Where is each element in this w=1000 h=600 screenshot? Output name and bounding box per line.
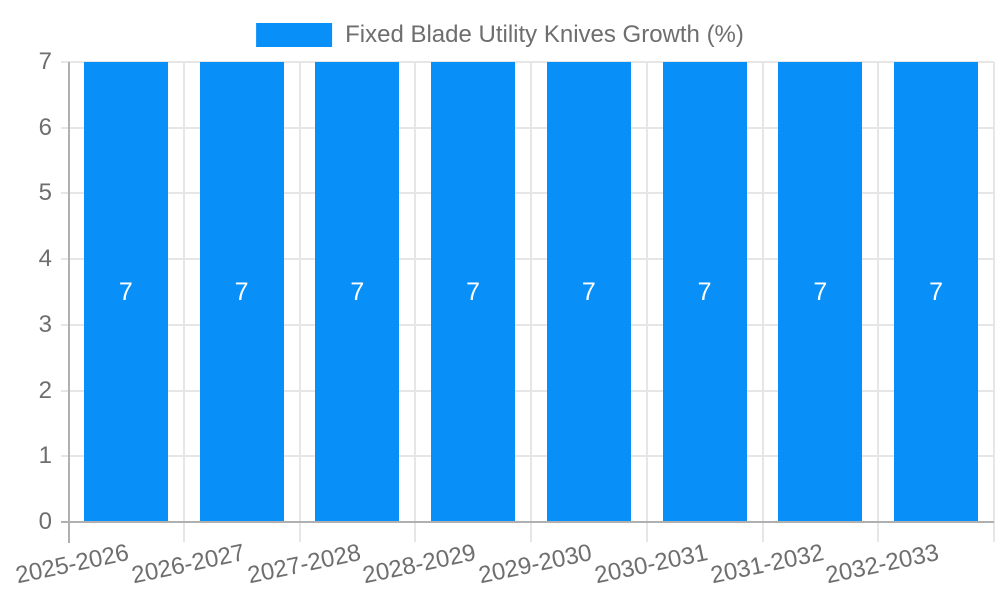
bar-2029-2030[interactable]: 7 bbox=[546, 62, 631, 522]
y-tick-label-3: 3 bbox=[38, 310, 52, 338]
x-tick-label-2030-2031: 2030-2031 bbox=[592, 539, 711, 590]
bar-value-label: 7 bbox=[234, 277, 249, 306]
gridline-x-1 bbox=[182, 62, 185, 542]
legend[interactable]: Fixed Blade Utility Knives Growth (%) bbox=[256, 21, 744, 49]
legend-label: Fixed Blade Utility Knives Growth (%) bbox=[345, 21, 744, 48]
gridline-y-4 bbox=[61, 258, 994, 261]
gridline-y-2 bbox=[61, 389, 994, 392]
x-tick-label-2029-2030: 2029-2030 bbox=[476, 539, 595, 590]
bar-2031-2032[interactable]: 7 bbox=[778, 62, 863, 522]
y-tick-label-2: 2 bbox=[38, 376, 52, 404]
y-axis-line bbox=[68, 62, 70, 543]
y-tick-label-0: 0 bbox=[38, 508, 52, 535]
bar-value-label: 7 bbox=[929, 277, 944, 306]
gridline-x-5 bbox=[645, 62, 648, 542]
y-tick-label-1: 1 bbox=[38, 442, 52, 470]
bar-value-label: 7 bbox=[350, 277, 365, 306]
bar-value-label: 7 bbox=[813, 277, 828, 306]
x-tick-label-2026-2027: 2026-2027 bbox=[129, 539, 248, 590]
gridline-x-4 bbox=[530, 62, 532, 542]
gridline-x-3 bbox=[414, 62, 417, 542]
gridline-y-6 bbox=[61, 126, 994, 129]
y-tick-label-7: 7 bbox=[38, 48, 52, 75]
bar-2028-2029[interactable]: 7 bbox=[431, 62, 516, 522]
x-tick-label-2028-2029: 2028-2029 bbox=[360, 539, 479, 590]
bar-value-label: 7 bbox=[697, 277, 712, 306]
x-axis-line bbox=[61, 521, 994, 523]
y-tick-label-5: 5 bbox=[38, 179, 52, 207]
plot-area: 7 7 7 7 7 7 7 7 bbox=[61, 61, 995, 543]
x-tick-label-2032-2033: 2032-2033 bbox=[823, 539, 942, 590]
y-tick-label-6: 6 bbox=[38, 113, 52, 141]
legend-swatch-icon bbox=[256, 23, 333, 47]
bar-2030-2031[interactable]: 7 bbox=[662, 62, 747, 522]
bar-value-label: 7 bbox=[118, 277, 133, 306]
gridline-x-2 bbox=[298, 62, 301, 542]
bar-2032-2033[interactable]: 7 bbox=[894, 62, 979, 522]
y-tick-label-4: 4 bbox=[38, 245, 52, 273]
x-tick-label-2031-2032: 2031-2032 bbox=[707, 539, 826, 590]
bar-2027-2028[interactable]: 7 bbox=[315, 62, 400, 522]
gridline-y-3 bbox=[61, 323, 994, 326]
bar-2026-2027[interactable]: 7 bbox=[199, 62, 284, 522]
bar-2025-2026[interactable]: 7 bbox=[83, 62, 168, 522]
gridline-x-8 bbox=[993, 62, 995, 542]
bar-value-label: 7 bbox=[466, 277, 481, 306]
gridline-x-7 bbox=[877, 62, 880, 542]
gridline-y-5 bbox=[61, 192, 994, 195]
x-tick-label-2025-2026: 2025-2026 bbox=[13, 539, 132, 590]
gridline-x-6 bbox=[761, 62, 764, 542]
gridline-y-1 bbox=[61, 455, 994, 458]
x-tick-label-2027-2028: 2027-2028 bbox=[244, 539, 363, 590]
bar-value-label: 7 bbox=[581, 277, 596, 306]
gridline-y-7 bbox=[61, 61, 994, 63]
